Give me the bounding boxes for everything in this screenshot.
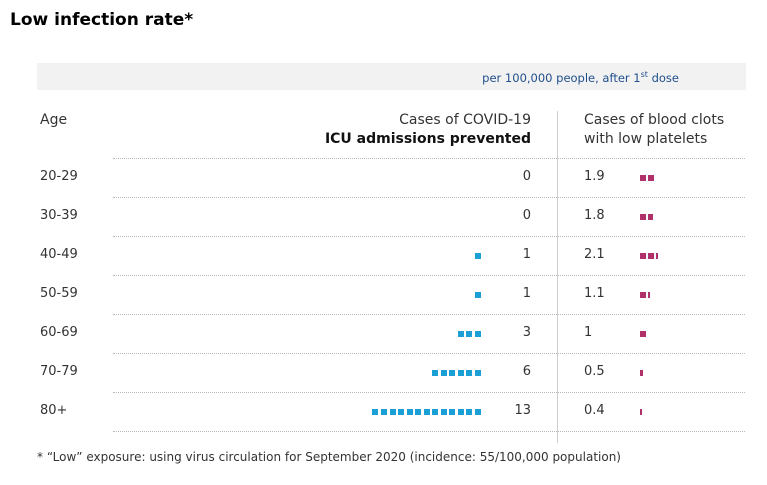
age-header: Age [40, 112, 68, 128]
row-icu-value: 13 [514, 403, 531, 418]
icu-square [457, 370, 464, 376]
clot-square [640, 370, 643, 376]
row-age: 70-79 [40, 364, 78, 379]
row-separator [113, 158, 745, 159]
clot-square [640, 214, 646, 220]
unit-note: per 100,000 people, after 1st dose [482, 70, 679, 85]
row-separator [113, 431, 745, 432]
clot-square [648, 175, 654, 181]
icu-square [457, 409, 464, 415]
footnote: * “Low” exposure: using virus circulatio… [37, 450, 621, 464]
chart-title: Low infection rate* [10, 10, 194, 30]
icu-square [466, 331, 473, 337]
icu-square [466, 370, 473, 376]
clot-square [648, 214, 653, 220]
clot-square [648, 292, 651, 298]
clot-square [648, 253, 655, 259]
row-clots-value: 1 [584, 325, 593, 340]
covid-header-line1: Cases of COVID-19 [399, 112, 531, 128]
row-clots-value: 0.4 [584, 403, 605, 418]
icu-square [423, 409, 430, 415]
row-age: 20-29 [40, 169, 78, 184]
icu-square [380, 409, 387, 415]
row-separator [113, 275, 745, 276]
row-separator [113, 314, 745, 315]
row-icu-value: 3 [522, 325, 531, 340]
icu-square [389, 409, 396, 415]
clots-header-line1: Cases of blood clots [584, 112, 725, 128]
row-clots-value: 1.8 [584, 208, 605, 223]
clots-header: Cases of blood clots with low platelets [584, 111, 724, 149]
row-clots-value: 1.9 [584, 169, 605, 184]
clot-square [656, 253, 659, 259]
row-clots-value: 0.5 [584, 364, 605, 379]
icu-square [440, 409, 447, 415]
row-separator [113, 197, 745, 198]
unit-note-text: per 100,000 people, after 1 [482, 70, 641, 85]
icu-square [449, 409, 456, 415]
icu-square [432, 409, 439, 415]
covid-header-line2: ICU admissions prevented [324, 131, 531, 147]
clot-square [640, 292, 646, 298]
covid-header: Cases of COVID-19 ICU admissions prevent… [325, 111, 531, 149]
row-age: 80+ [40, 403, 68, 418]
row-clots-value: 2.1 [584, 247, 605, 262]
icu-square [475, 253, 481, 259]
unit-band [37, 63, 746, 90]
clots-header-line2: with low platelets [584, 131, 708, 147]
row-age: 50-59 [40, 286, 78, 301]
clot-square [640, 331, 646, 337]
clot-square [640, 409, 643, 415]
icu-square [457, 331, 464, 337]
icu-square [475, 331, 481, 337]
icu-square [475, 370, 481, 376]
icu-square [415, 409, 422, 415]
row-separator [113, 392, 745, 393]
row-age: 40-49 [40, 247, 78, 262]
row-age: 60-69 [40, 325, 78, 340]
icu-square [398, 409, 405, 415]
row-icu-value: 0 [522, 208, 531, 223]
row-separator [113, 236, 745, 237]
row-icu-value: 0 [522, 169, 531, 184]
row-clots-value: 1.1 [584, 286, 605, 301]
row-separator [113, 353, 745, 354]
column-divider [557, 111, 558, 443]
icu-square [406, 409, 413, 415]
clot-square [640, 253, 646, 259]
unit-note-sup: st [640, 70, 648, 79]
unit-note-tail: dose [647, 70, 679, 85]
clot-square [640, 175, 646, 181]
icu-square [466, 409, 473, 415]
icu-square [475, 292, 481, 298]
row-icu-value: 6 [522, 364, 531, 379]
icu-square [449, 370, 456, 376]
row-icu-value: 1 [522, 286, 531, 301]
icu-square [440, 370, 447, 376]
row-icu-value: 1 [522, 247, 531, 262]
icu-square [372, 409, 379, 415]
icu-square [432, 370, 439, 376]
row-age: 30-39 [40, 208, 78, 223]
icu-square [475, 409, 481, 415]
